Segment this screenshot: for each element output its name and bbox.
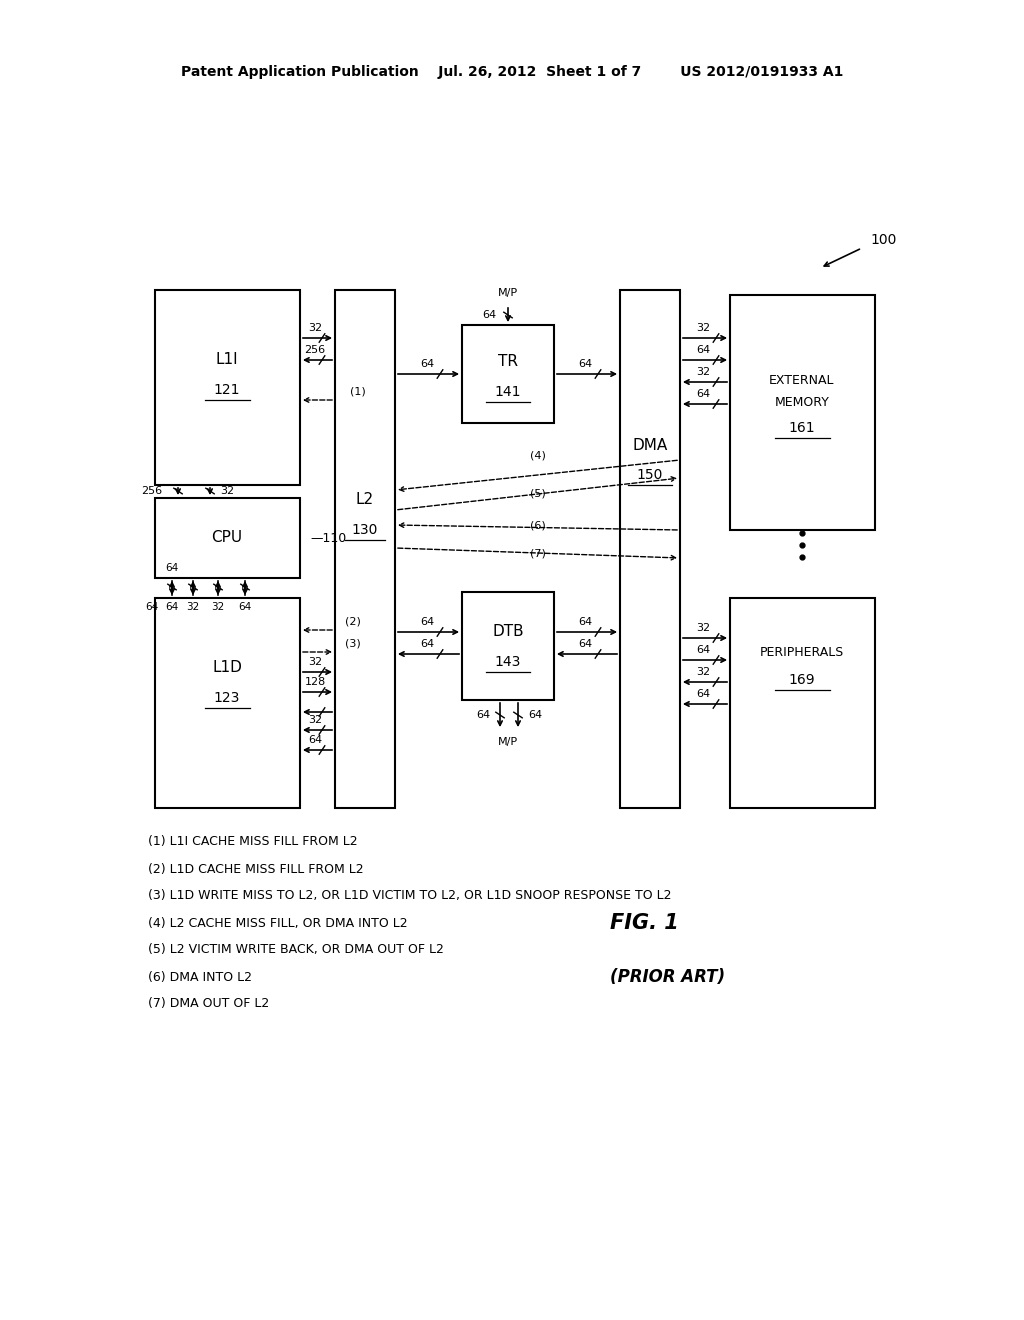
Text: (5): (5)	[530, 488, 546, 498]
Bar	[155, 498, 300, 578]
Text: 64: 64	[144, 602, 158, 612]
Text: 64: 64	[482, 310, 496, 319]
Text: DTB: DTB	[493, 624, 524, 639]
Text: 64: 64	[696, 345, 710, 355]
Text: 64: 64	[578, 616, 592, 627]
Text: (3): (3)	[345, 639, 360, 649]
Bar	[730, 598, 874, 808]
Text: 100: 100	[870, 234, 896, 247]
Text: —110: —110	[310, 532, 346, 544]
Text: (2) L1D CACHE MISS FILL FROM L2: (2) L1D CACHE MISS FILL FROM L2	[148, 862, 364, 875]
Text: (4) L2 CACHE MISS FILL, OR DMA INTO L2: (4) L2 CACHE MISS FILL, OR DMA INTO L2	[148, 916, 408, 929]
Bar	[155, 598, 300, 808]
Text: (1): (1)	[350, 387, 366, 397]
Text: (PRIOR ART): (PRIOR ART)	[610, 968, 725, 986]
Text: 64: 64	[578, 639, 592, 649]
Text: DMA: DMA	[633, 437, 668, 453]
Text: M/P: M/P	[498, 737, 518, 747]
Text: (3) L1D WRITE MISS TO L2, OR L1D VICTIM TO L2, OR L1D SNOOP RESPONSE TO L2: (3) L1D WRITE MISS TO L2, OR L1D VICTIM …	[148, 890, 672, 903]
Text: CPU: CPU	[211, 531, 243, 545]
Text: PERIPHERALS: PERIPHERALS	[760, 647, 844, 660]
Text: 32: 32	[696, 667, 710, 677]
Text: (7): (7)	[530, 549, 546, 558]
Text: 64: 64	[420, 359, 434, 370]
Text: 64: 64	[528, 710, 542, 719]
Bar	[155, 290, 300, 484]
Text: (6) DMA INTO L2: (6) DMA INTO L2	[148, 970, 252, 983]
Text: (2): (2)	[345, 616, 360, 627]
Text: 64: 64	[165, 602, 178, 612]
Text: (7) DMA OUT OF L2: (7) DMA OUT OF L2	[148, 998, 269, 1011]
Text: 128: 128	[304, 677, 326, 686]
Text: (5) L2 VICTIM WRITE BACK, OR DMA OUT OF L2: (5) L2 VICTIM WRITE BACK, OR DMA OUT OF …	[148, 944, 443, 957]
Text: 150: 150	[637, 469, 664, 482]
Text: 130: 130	[352, 523, 378, 537]
Text: EXTERNAL: EXTERNAL	[769, 374, 835, 387]
Text: 141: 141	[495, 385, 521, 399]
Text: 64: 64	[696, 689, 710, 700]
Bar	[620, 290, 680, 808]
Text: 64: 64	[420, 616, 434, 627]
Text: (1) L1I CACHE MISS FILL FROM L2: (1) L1I CACHE MISS FILL FROM L2	[148, 836, 357, 849]
Bar	[335, 290, 395, 808]
Text: 123: 123	[214, 690, 241, 705]
Text: 64: 64	[696, 389, 710, 399]
Text: 64: 64	[420, 639, 434, 649]
Text: 32: 32	[308, 323, 323, 333]
Text: TR: TR	[498, 355, 518, 370]
Bar	[730, 294, 874, 531]
Text: 32: 32	[696, 323, 710, 333]
Text: (4): (4)	[530, 450, 546, 459]
Text: (6): (6)	[530, 520, 546, 531]
Text: 32: 32	[308, 657, 323, 667]
Text: L2: L2	[356, 492, 374, 507]
Text: 256: 256	[141, 486, 162, 496]
Text: 32: 32	[186, 602, 200, 612]
Text: 64: 64	[308, 735, 323, 744]
Text: 169: 169	[788, 673, 815, 686]
Text: 143: 143	[495, 655, 521, 669]
Text: 32: 32	[220, 486, 234, 496]
Text: Patent Application Publication    Jul. 26, 2012  Sheet 1 of 7        US 2012/019: Patent Application Publication Jul. 26, …	[181, 65, 843, 79]
Text: 32: 32	[696, 623, 710, 634]
Bar	[462, 325, 554, 422]
Text: FIG. 1: FIG. 1	[610, 913, 679, 933]
Text: 256: 256	[304, 345, 326, 355]
Bar	[462, 591, 554, 700]
Text: M/P: M/P	[498, 288, 518, 298]
Text: L1I: L1I	[216, 352, 239, 367]
Text: 64: 64	[239, 602, 252, 612]
Text: 64: 64	[578, 359, 592, 370]
Text: 64: 64	[476, 710, 490, 719]
Text: 121: 121	[214, 383, 241, 397]
Text: MEMORY: MEMORY	[774, 396, 829, 408]
Text: 32: 32	[211, 602, 224, 612]
Text: 161: 161	[788, 421, 815, 436]
Text: 64: 64	[696, 645, 710, 655]
Text: L1D: L1D	[212, 660, 242, 676]
Text: 64: 64	[165, 564, 178, 573]
Text: 32: 32	[696, 367, 710, 378]
Text: 32: 32	[308, 715, 323, 725]
